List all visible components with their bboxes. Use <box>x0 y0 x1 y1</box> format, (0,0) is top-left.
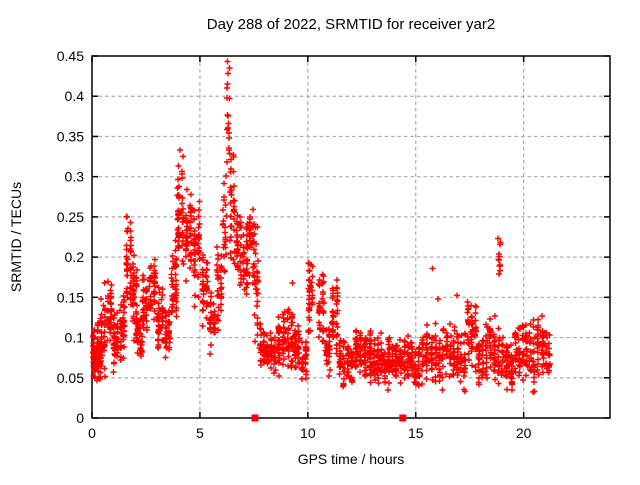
y-tick-label: 0.25 <box>57 209 84 225</box>
y-tick-label: 0.15 <box>57 289 84 305</box>
y-axis-label: SRMTID / TECUs <box>8 182 24 292</box>
y-tick-label: 0.05 <box>57 370 84 386</box>
chart-title: Day 288 of 2022, SRMTID for receiver yar… <box>207 16 495 33</box>
y-tick-label: 0.35 <box>57 128 84 144</box>
y-tick-label: 0.4 <box>65 88 85 104</box>
x-tick-labels: 0 5 10 15 20 <box>88 425 532 441</box>
y-tick-labels: 0 0.05 0.1 0.15 0.2 0.25 0.3 0.35 0.4 0.45 <box>57 48 84 426</box>
y-tick-label: 0.45 <box>57 48 84 64</box>
zero-marker-square <box>399 414 407 422</box>
y-tick-label: 0.2 <box>65 249 85 265</box>
zero-marker-square <box>251 414 259 422</box>
x-tick-label: 15 <box>408 425 424 441</box>
x-tick-label: 0 <box>88 425 96 441</box>
x-axis-label: GPS time / hours <box>298 451 405 467</box>
x-tick-label: 20 <box>516 425 532 441</box>
plot-border <box>91 55 611 419</box>
y-tick-label: 0.1 <box>65 330 85 346</box>
zero-markers <box>251 414 407 422</box>
x-tick-label: 5 <box>196 425 204 441</box>
data-points <box>90 58 553 395</box>
x-tick-label: 10 <box>300 425 316 441</box>
y-tick-label: 0 <box>76 410 84 426</box>
y-tick-label: 0.3 <box>65 169 85 185</box>
